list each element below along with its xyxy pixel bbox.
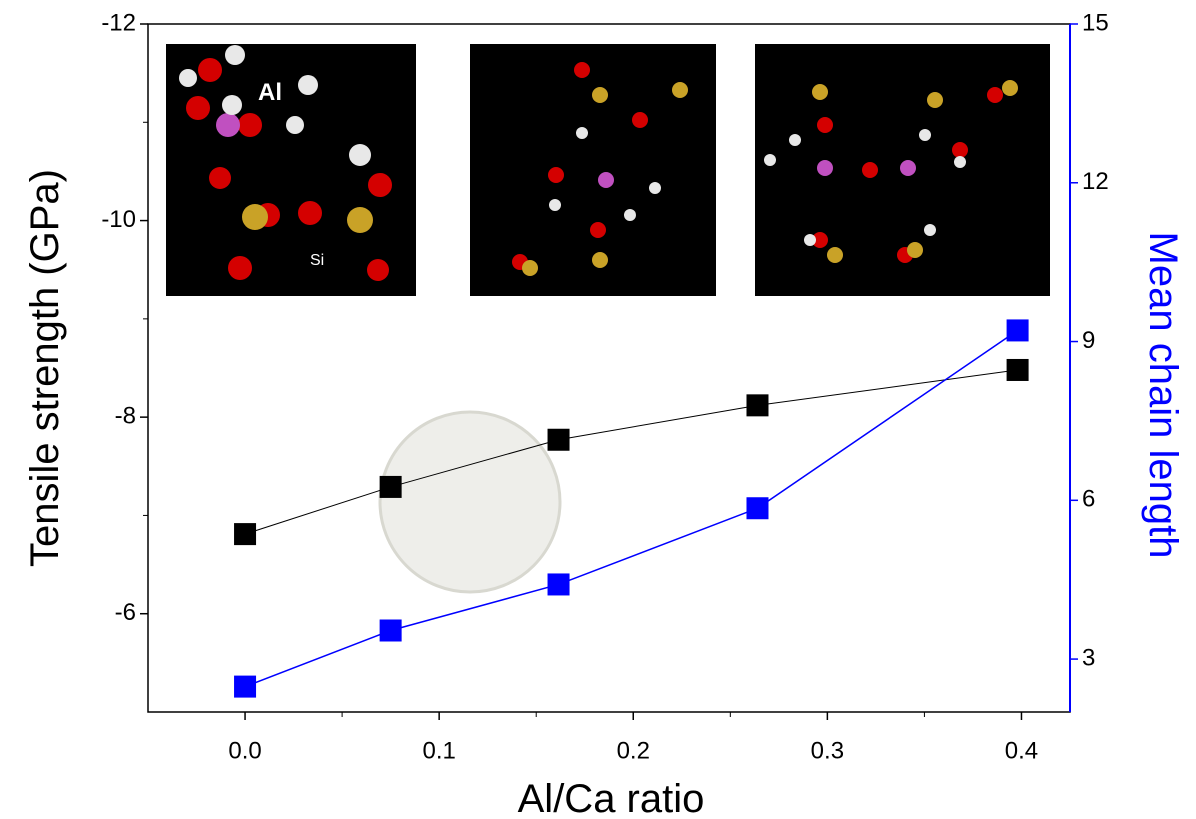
y2-tick-label: 6: [1082, 486, 1095, 513]
y2-tick-label: 12: [1082, 168, 1109, 195]
y-tick-label: -12: [101, 9, 136, 36]
marker: [234, 523, 256, 545]
y2-axis-label: Mean chain length: [1141, 232, 1185, 559]
insets: Al Si: [166, 44, 1050, 592]
marker: [746, 394, 768, 416]
series-line: [245, 370, 1018, 534]
y2-tick-label: 3: [1082, 644, 1095, 671]
y2-tick-label: 9: [1082, 327, 1095, 354]
marker: [548, 429, 570, 451]
x-tick-label: 0.4: [1005, 737, 1038, 764]
marker: [1007, 319, 1029, 341]
atom-label: Al: [258, 79, 282, 106]
y-tick-label: -6: [115, 599, 136, 626]
x-axis-label: Al/Ca ratio: [518, 777, 705, 819]
marker: [234, 676, 256, 698]
marker: [548, 573, 570, 595]
y-tick-label: -8: [115, 402, 136, 429]
fullerene: [380, 412, 560, 592]
series-line: [245, 330, 1018, 686]
y-tick-label: -10: [101, 206, 136, 233]
chart: Al Si Al/Ca ratio Tensile strength (GPa)…: [0, 0, 1196, 819]
y-axis-label: Tensile strength (GPa): [23, 169, 67, 567]
inset-image: [166, 44, 416, 296]
y2-tick-label: 15: [1082, 9, 1109, 36]
x-tick-label: 0.0: [228, 737, 261, 764]
marker: [746, 497, 768, 519]
marker: [1007, 359, 1029, 381]
atom-label: Si: [310, 252, 324, 269]
marker: [380, 476, 402, 498]
x-tick-label: 0.3: [811, 737, 844, 764]
x-tick-label: 0.2: [617, 737, 650, 764]
marker: [380, 619, 402, 641]
x-tick-label: 0.1: [422, 737, 455, 764]
